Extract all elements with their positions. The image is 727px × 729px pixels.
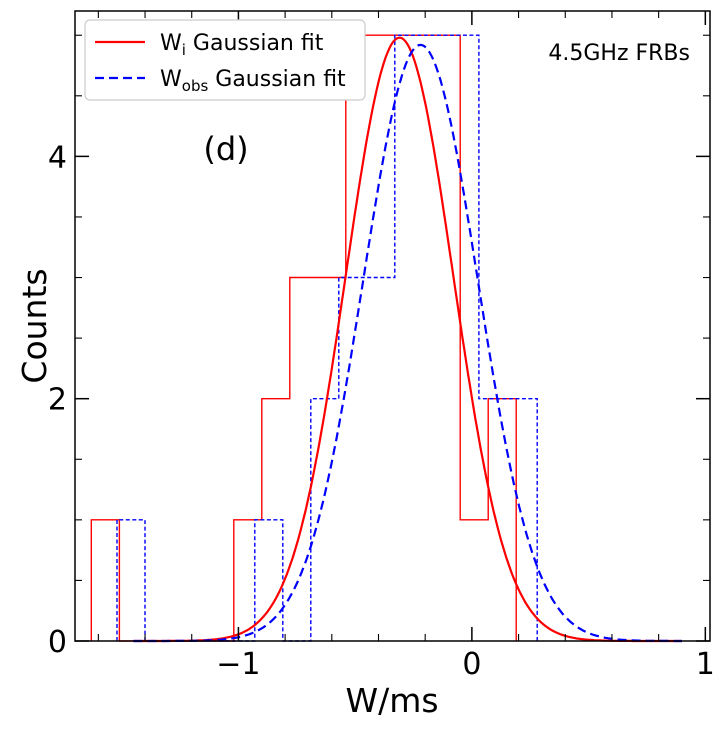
legend-label-wi: Wi Gaussian fit [160,31,324,59]
plot-frame [74,10,711,642]
dataset-annotation: 4.5GHz FRBs [548,41,690,66]
y-axis-label: Counts [15,268,54,383]
y-tick-label: 4 [48,140,67,175]
y-tick-label: 2 [48,383,67,418]
wi-gaussian-fit-curve [133,36,682,643]
x-tick-label: 0 [462,647,481,682]
x-tick-label: −1 [216,647,260,682]
panel-label: (d) [203,130,248,168]
y-tick-label: 0 [48,625,67,660]
wobs-histogram [116,34,538,642]
x-axis-label: W/ms [345,681,438,720]
wobs-gaussian-fit-curve [133,43,682,643]
legend: Wi Gaussian fit Wobs Gaussian fit [84,19,366,101]
legend-box [84,19,366,101]
legend-label-wobs: Wobs Gaussian fit [160,67,346,95]
axis-ticks [75,11,710,642]
x-tick-label: 1 [696,647,715,682]
plot-content [90,34,682,643]
axis-tick-labels: −1 0 1 0 2 4 [48,140,715,682]
